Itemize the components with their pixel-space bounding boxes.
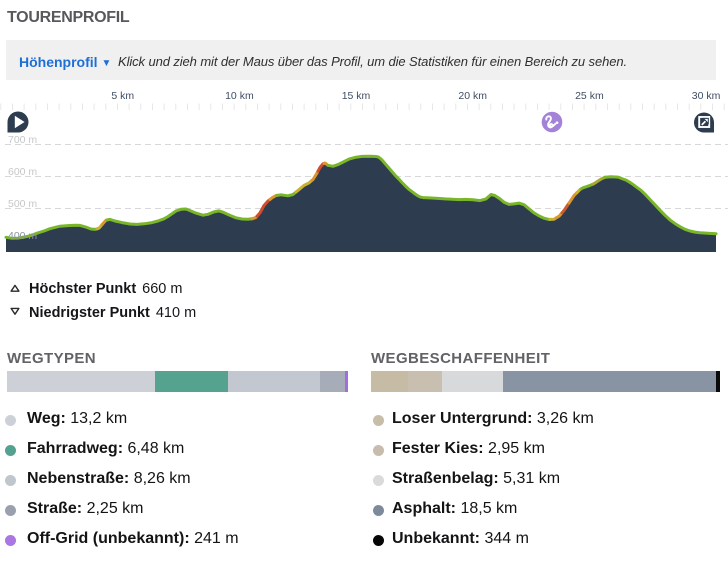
svg-text:5 km: 5 km <box>111 90 134 102</box>
svg-text:30 km: 30 km <box>692 90 721 102</box>
svg-text:500 m: 500 m <box>8 198 37 210</box>
svg-text:400 m: 400 m <box>8 230 37 242</box>
svg-text:25 km: 25 km <box>575 90 604 102</box>
svg-text:600 m: 600 m <box>8 166 37 178</box>
svg-text:10 km: 10 km <box>225 90 254 102</box>
svg-text:15 km: 15 km <box>342 90 371 102</box>
svg-text:700 m: 700 m <box>8 134 37 146</box>
svg-text:20 km: 20 km <box>458 90 487 102</box>
